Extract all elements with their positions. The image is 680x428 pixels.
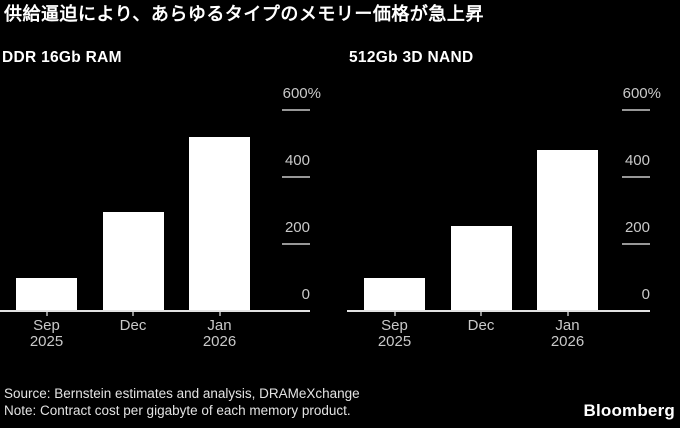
footer: Source: Bernstein estimates and analysis… (4, 385, 360, 419)
bar (537, 150, 598, 311)
x-axis-label: Sep 2025 (2, 318, 92, 350)
chart-panel-3d-nand: 512Gb 3D NAND Sep 2025 Dec Jan 2026 0 200 400 60… (340, 45, 680, 360)
chart-headline: 供給逼迫により、あらゆるタイプのメモリー価格が急上昇 (4, 4, 484, 24)
y-axis-tick (282, 176, 310, 178)
y-axis-tick (282, 109, 310, 111)
bar (16, 277, 77, 311)
y-axis-label: 400 (284, 152, 310, 169)
x-axis-label-line: 2025 (377, 333, 412, 350)
x-axis-label-line: Jan (555, 317, 580, 334)
x-axis-label: Jan 2026 (523, 318, 613, 350)
x-axis-label: Dec (436, 318, 526, 334)
bar (450, 225, 512, 311)
x-axis-label-line: 2026 (550, 333, 585, 350)
x-axis-label-line: 2025 (29, 333, 64, 350)
y-axis-label: 200 (284, 219, 310, 236)
x-axis-tick (132, 311, 134, 316)
x-axis-label-line: Dec (467, 317, 495, 334)
plot-area: Sep 2025 Dec Jan 2026 0 200 400 600% (340, 86, 661, 350)
y-axis-label: 200 (624, 219, 650, 236)
chart-title: 512Gb 3D NAND (349, 49, 474, 66)
x-axis-label-line: Sep (381, 317, 408, 334)
x-axis-label: Sep 2025 (350, 318, 440, 350)
methodology-note: Note: Contract cost per gigabyte of each… (4, 403, 351, 418)
bar (102, 212, 164, 311)
y-axis-tick (282, 243, 310, 245)
x-axis-tick (45, 311, 48, 316)
y-axis-label: 600% (282, 85, 321, 102)
y-axis-tick (622, 109, 650, 111)
bar (364, 277, 425, 311)
y-axis-tick (622, 176, 650, 178)
x-axis-baseline (347, 310, 650, 312)
plot-area: Sep 2025 Dec Jan 2026 0 200 400 600% (0, 86, 321, 350)
y-axis-label: 600% (622, 85, 661, 102)
bloomberg-logo: Bloomberg (583, 401, 675, 420)
x-axis-label: Dec (88, 318, 178, 334)
x-axis-tick (566, 311, 569, 316)
y-axis-tick (622, 243, 650, 245)
chart-panel-ddr-ram: DDR 16Gb RAM Sep 2025 Dec Jan 2026 0 200 400 600… (0, 45, 340, 360)
x-axis-label-line: Jan (207, 317, 232, 334)
y-axis-label: 400 (624, 152, 650, 169)
x-axis-label-line: Dec (119, 317, 147, 334)
x-axis-label-line: Sep (33, 317, 60, 334)
x-axis-baseline (0, 310, 310, 312)
y-axis-label: 0 (641, 286, 650, 303)
x-axis-tick (480, 311, 482, 316)
source-note: Source: Bernstein estimates and analysis… (4, 386, 360, 401)
x-axis-label-line: 2026 (202, 333, 237, 350)
y-axis-label: 0 (301, 286, 310, 303)
x-axis-label: Jan 2026 (175, 318, 265, 350)
chart-title: DDR 16Gb RAM (2, 49, 122, 66)
x-axis-tick (393, 311, 396, 316)
x-axis-tick (218, 311, 221, 316)
bar (189, 136, 250, 311)
